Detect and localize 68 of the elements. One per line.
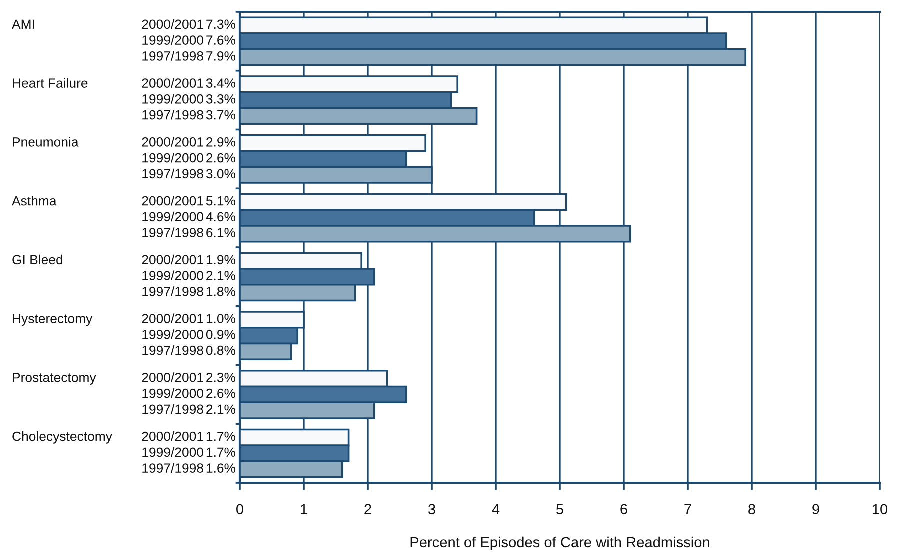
data-label: 5.1%: [206, 196, 236, 206]
data-label: 2.1%: [206, 404, 236, 414]
text: 1997/1998: [142, 346, 204, 356]
text: 1997/1998: [142, 228, 204, 238]
x-tick-label: 7: [684, 504, 692, 514]
data-label: 3.4%: [206, 78, 236, 88]
data-label: 1.6%: [206, 464, 236, 473]
y-tick-label: Asthma: [12, 196, 57, 206]
data-label: 0.8%: [206, 346, 236, 356]
text: 2000/2001: [142, 372, 204, 382]
data-label: 3.0%: [206, 169, 236, 179]
y-tick-label: Heart Failure: [13, 78, 88, 88]
text: 1999/2000: [142, 212, 204, 222]
y-tick-label: GI Bleed: [12, 254, 62, 265]
text: 1997/1998: [142, 51, 204, 61]
data-label: 2.1%: [206, 271, 236, 280]
x-tick-label: 0: [236, 504, 244, 515]
text: 1999/2000: [142, 94, 204, 104]
data-label: 3.7%: [206, 110, 236, 120]
x-tick-label: 2: [364, 504, 372, 514]
x-tick-label: 1: [301, 504, 308, 514]
text: 1997/1998: [142, 110, 204, 120]
text: 2000/2001: [142, 432, 204, 442]
text: 1997/1998: [142, 463, 204, 473]
data-label: 3.3%: [206, 94, 236, 104]
data-label: 1.7%: [206, 432, 236, 442]
text: 1997/1998: [142, 168, 204, 179]
text: 1997/1998: [142, 286, 204, 296]
x-tick-label: 4: [492, 504, 500, 514]
data-label: 1.7%: [206, 448, 236, 458]
data-label: 7.9%: [206, 52, 236, 61]
text: 2000/2001: [142, 19, 204, 30]
data-label: 7.3%: [206, 20, 236, 30]
data-label: 2.6%: [206, 153, 236, 163]
y-tick-label: Cholecystectomy: [12, 432, 112, 444]
data-label: 1.8%: [206, 287, 236, 296]
text: 1999/2000: [142, 447, 204, 458]
text: 1999/2000: [142, 330, 204, 340]
data-label: 2.3%: [206, 372, 236, 382]
text: 1999/2000: [142, 388, 204, 398]
x-tick-label: 5: [556, 504, 564, 515]
text: 1999/2000: [142, 153, 204, 163]
x-tick-label: 8: [748, 504, 756, 515]
text: 1999/2000: [142, 270, 204, 280]
x-tick-label: 9: [812, 504, 820, 515]
text: 2000/2001: [142, 196, 204, 206]
data-label: 0.9%: [206, 330, 236, 340]
y-tick-label: Pneumonia: [13, 137, 79, 147]
text: 2000/2001: [142, 137, 204, 147]
y-tick-label: Prostatectomy: [13, 373, 96, 385]
x-tick-label: 10: [873, 504, 888, 515]
text: 2000/2001: [142, 254, 204, 265]
y-tick-label: Hysterectomy: [13, 314, 93, 326]
text: 2000/2001: [142, 314, 204, 324]
x-tick-label: 3: [428, 504, 436, 515]
data-label: 2.9%: [206, 137, 236, 147]
text: 1999/2000: [142, 35, 204, 45]
y-tick-label: AMI: [12, 20, 34, 29]
data-label: 2.6%: [206, 388, 236, 398]
data-label: 1.9%: [206, 255, 236, 265]
data-label: 7.6%: [206, 36, 236, 45]
data-label: 6.1%: [206, 228, 236, 238]
data-label: 4.6%: [206, 212, 236, 222]
text: 2000/2001: [142, 78, 204, 88]
x-tick-label: 6: [620, 504, 628, 515]
x-axis-title: Percent of Episodes of Care with Readmission: [410, 536, 710, 550]
data-label: 1.0%: [206, 314, 236, 324]
text: 1997/1998: [142, 404, 204, 414]
